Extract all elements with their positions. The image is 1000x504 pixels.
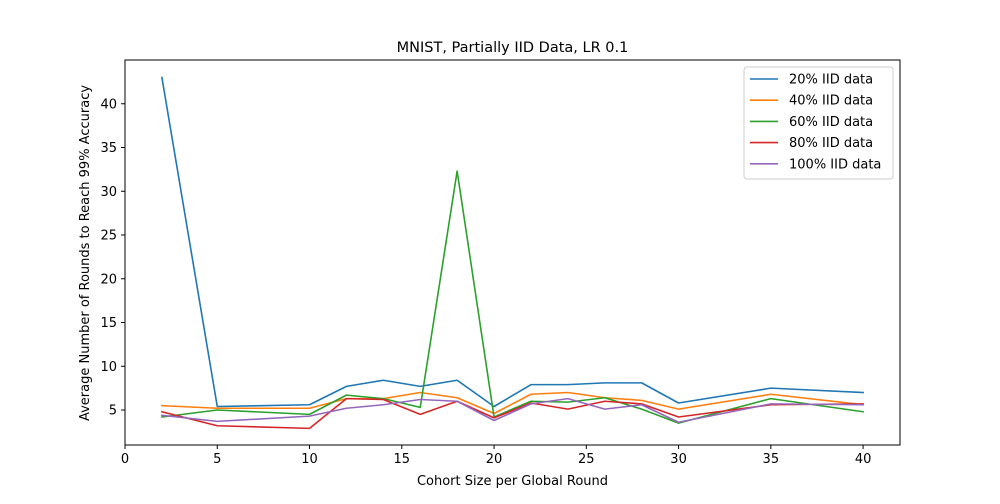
x-axis-ticks: 0 5 10 15 20 25 30 35 40 — [121, 445, 872, 467]
chart-title: MNIST, Partially IID Data, LR 0.1 — [397, 40, 629, 56]
y-tick-label: 40 — [100, 97, 117, 112]
legend-label: 20% IID data — [789, 73, 873, 88]
series-line-5 — [161, 397, 864, 424]
x-tick-label: 20 — [486, 452, 503, 467]
x-tick-label: 40 — [855, 452, 872, 467]
x-tick-label: 5 — [213, 452, 221, 467]
x-tick-label: 35 — [763, 452, 780, 467]
y-axis-ticks: 5 10 15 20 25 30 35 40 — [100, 97, 125, 419]
y-tick-label: 10 — [100, 360, 117, 375]
y-tick-label: 25 — [100, 229, 117, 244]
series-lines — [160, 76, 865, 430]
y-tick-label: 15 — [100, 316, 117, 331]
x-tick-label: 10 — [301, 452, 318, 467]
series-line-1 — [160, 76, 864, 408]
y-tick-label: 20 — [100, 272, 117, 287]
legend: 20% IID data 40% IID data 60% IID data 80% … — [743, 66, 894, 180]
legend-box — [743, 66, 894, 180]
series-line-4 — [160, 397, 864, 430]
legend-label: 80% IID data — [789, 136, 873, 151]
legend-label: 60% IID data — [789, 115, 873, 130]
x-tick-label: 0 — [121, 452, 129, 467]
y-tick-label: 5 — [109, 404, 117, 419]
y-tick-label: 35 — [100, 141, 117, 156]
plot-area-frame — [124, 59, 901, 446]
x-tick-label: 15 — [394, 452, 411, 467]
y-axis-label: Average Number of Rounds to Reach 99% Ac… — [78, 85, 93, 421]
x-tick-label: 30 — [670, 452, 687, 467]
legend-label: 40% IID data — [789, 94, 873, 109]
x-axis-label: Cohort Size per Global Round — [417, 474, 608, 489]
legend-label: 100% IID data — [789, 157, 881, 172]
series-line-3 — [161, 170, 865, 424]
y-tick-label: 30 — [100, 185, 117, 200]
x-tick-label: 25 — [578, 452, 595, 467]
